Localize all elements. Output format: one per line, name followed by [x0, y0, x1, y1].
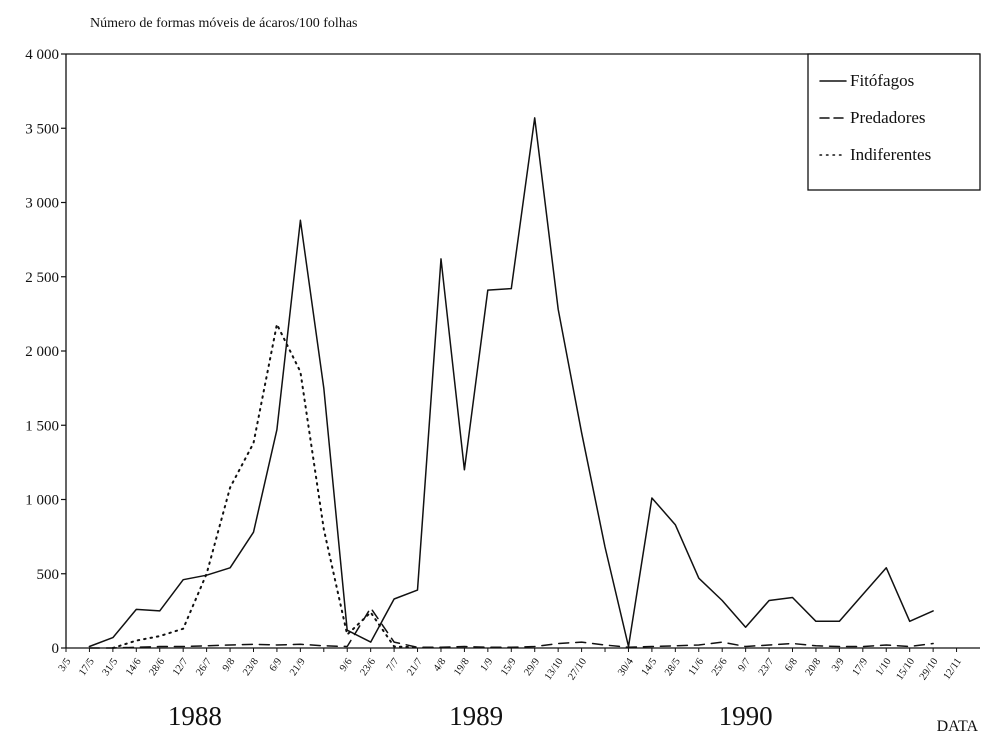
x-tick-label: 23/8: [241, 656, 261, 678]
x-tick-label: 6/9: [268, 656, 285, 673]
x-tick-label: 27/10: [566, 656, 589, 682]
x-tick-label: 9/8: [221, 656, 238, 673]
y-tick-label: 1 000: [25, 493, 59, 509]
x-tick-label: 21/9: [288, 656, 308, 678]
chart-title: Número de formas móveis de ácaros/100 fo…: [90, 16, 357, 31]
y-tick-label: 2 000: [25, 344, 59, 360]
x-tick-label: 19/8: [452, 656, 472, 678]
x-tick-label: 26/7: [194, 656, 214, 678]
year-label: 1990: [719, 701, 773, 731]
legend-label: Indiferentes: [850, 145, 931, 164]
series-line-indiferentes: [111, 323, 419, 649]
legend-label: Fitófagos: [850, 71, 914, 90]
x-tick-label: 6/8: [783, 656, 800, 673]
year-label: 1988: [168, 701, 222, 731]
y-tick-label: 3 000: [25, 196, 59, 212]
x-tick-label: 14/6: [124, 656, 144, 678]
x-tick-label: 31/5: [101, 656, 121, 678]
x-tick-label: 11/6: [687, 656, 706, 677]
x-tick-label: 9/6: [338, 656, 355, 673]
x-tick-label: 14/5: [640, 656, 660, 678]
x-tick-label: 12/11: [942, 656, 965, 682]
y-tick-label: 3 500: [25, 121, 59, 137]
x-tick-label: 23/7: [757, 656, 777, 678]
legend-label: Predadores: [850, 108, 926, 127]
y-tick-label: 2 500: [25, 270, 59, 286]
chart-legend: Fitófagos Predadores Indiferentes: [807, 53, 981, 191]
x-tick-label: 28/6: [147, 656, 167, 678]
x-tick-label: 28/5: [663, 656, 683, 678]
year-labels: 1988 1989 1990: [168, 701, 773, 731]
x-tick-label: 29/9: [522, 656, 542, 678]
year-label: 1989: [449, 701, 503, 731]
x-tick-label: 1/9: [479, 656, 496, 673]
series-layer: [88, 117, 934, 649]
series-line-fitófagos: [88, 117, 934, 648]
plot-area: 0 500 1 000 1 500 2 000 2 500 3 000 3 500 4 000: [25, 47, 980, 657]
x-tick-label: 12/7: [171, 656, 191, 678]
legend-box: [807, 53, 981, 191]
y-tick-label: 500: [37, 567, 60, 583]
x-tick-label: 29/10: [918, 656, 941, 682]
y-tick-label: 1 500: [25, 418, 59, 434]
x-tick-label: 17/9: [851, 656, 871, 678]
x-tick-label: 23/6: [358, 656, 378, 678]
x-tick-label: 20/8: [804, 656, 824, 678]
x-tick-label: 3/5: [57, 656, 74, 673]
x-tick-label: 7/7: [385, 656, 402, 673]
x-tick-label: 1/10: [874, 656, 894, 678]
x-tick-label: 3/9: [830, 656, 847, 673]
y-tick-label: 0: [52, 641, 60, 657]
y-tick-label: 4 000: [25, 47, 59, 63]
x-tick-label: 30/4: [616, 656, 636, 678]
x-tick-label: 21/7: [405, 656, 425, 678]
x-tick-label: 15/10: [894, 656, 917, 682]
x-axis-label: DATA: [937, 718, 979, 735]
x-tick-label: 4/8: [432, 656, 449, 673]
x-tick-label: 15/9: [499, 656, 519, 678]
x-tick-label: 13/10: [543, 656, 566, 682]
x-tick-label: 9/7: [736, 656, 753, 673]
x-axis-tick-labels: 3/5 17/5 31/5 14/6 28/6 12/7 26/7 9/8 23/8 6/9 21/…: [57, 656, 964, 683]
series-line-predadores: [88, 607, 934, 649]
x-tick-label: 17/5: [77, 656, 97, 678]
x-tick-label: 25/6: [710, 656, 730, 678]
